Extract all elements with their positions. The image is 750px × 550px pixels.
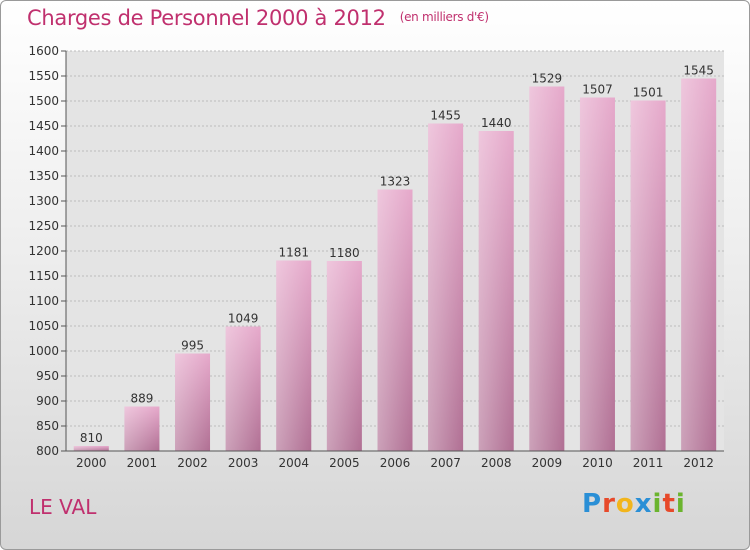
y-tick-label: 1500 bbox=[28, 94, 59, 108]
bar-highlight bbox=[175, 353, 211, 451]
y-tick-label: 1600 bbox=[28, 44, 59, 58]
y-axis: 800 850 900 950 1000 1050 1100 1150 1200 1250 1300… bbox=[28, 44, 67, 458]
bar-highlight bbox=[428, 123, 464, 451]
y-tick-label: 1050 bbox=[28, 319, 59, 333]
value-label: 1181 bbox=[278, 246, 309, 260]
value-label: 1507 bbox=[582, 83, 613, 97]
value-label: 995 bbox=[181, 339, 204, 353]
bar-highlight bbox=[326, 261, 362, 451]
value-label: 1180 bbox=[329, 246, 360, 260]
bar-highlight bbox=[73, 446, 109, 451]
bars: 810 889 995 1049 1181 1180 1323 1455 1440 1529 150… bbox=[73, 64, 717, 451]
y-tick-label: 1250 bbox=[28, 219, 59, 233]
y-tick-label: 1350 bbox=[28, 169, 59, 183]
x-axis: 2000 2001 2002 2003 2004 2005 2006 2007 2008 2009… bbox=[66, 450, 724, 470]
x-tick-label: 2005 bbox=[329, 456, 360, 470]
title-text: Charges de Personnel 2000 à 2012 bbox=[27, 6, 386, 30]
chart-title: Charges de Personnel 2000 à 2012 (en mill… bbox=[27, 6, 489, 30]
x-tick-label: 2001 bbox=[127, 456, 158, 470]
value-label: 1455 bbox=[430, 109, 461, 123]
logo-letter: i bbox=[652, 489, 663, 519]
proxiti-logo: Proxiti bbox=[582, 489, 686, 519]
x-tick-label: 2003 bbox=[228, 456, 259, 470]
x-tick-label: 2011 bbox=[633, 456, 664, 470]
x-tick-label: 2012 bbox=[683, 456, 714, 470]
y-tick-label: 850 bbox=[36, 419, 59, 433]
value-label: 1440 bbox=[481, 116, 512, 130]
bar-highlight bbox=[478, 131, 514, 451]
bar-highlight bbox=[529, 86, 565, 451]
y-tick-label: 1150 bbox=[28, 269, 59, 283]
logo-letter: t bbox=[662, 489, 676, 519]
y-tick-label: 1100 bbox=[28, 294, 59, 308]
value-label: 810 bbox=[80, 431, 103, 445]
bar-highlight bbox=[377, 189, 413, 451]
bar-highlight bbox=[225, 326, 261, 451]
x-tick-label: 2000 bbox=[76, 456, 107, 470]
logo-letter: i bbox=[675, 489, 686, 519]
x-tick-label: 2007 bbox=[430, 456, 461, 470]
logo-letter: x bbox=[634, 489, 653, 519]
x-tick-label: 2004 bbox=[278, 456, 309, 470]
place-name: LE VAL bbox=[29, 495, 97, 519]
y-tick-label: 950 bbox=[36, 369, 59, 383]
x-tick-label: 2009 bbox=[532, 456, 563, 470]
value-label: 1323 bbox=[380, 175, 411, 189]
y-tick-label: 1000 bbox=[28, 344, 59, 358]
chart-subtitle: (en milliers d'€) bbox=[399, 10, 489, 24]
y-tick-label: 1300 bbox=[28, 194, 59, 208]
bar-highlight bbox=[579, 97, 615, 451]
y-tick-label: 1200 bbox=[28, 244, 59, 258]
bar-highlight bbox=[681, 78, 717, 451]
x-tick-label: 2010 bbox=[582, 456, 613, 470]
y-tick-label: 1400 bbox=[28, 144, 59, 158]
bar-highlight bbox=[124, 406, 160, 451]
bar-highlight bbox=[630, 100, 666, 451]
value-label: 1049 bbox=[228, 312, 259, 326]
x-tick-label: 2008 bbox=[481, 456, 512, 470]
logo-letter: P bbox=[582, 489, 603, 519]
logo-letter: r bbox=[602, 489, 616, 519]
logo-letter: o bbox=[615, 489, 635, 519]
x-tick-label: 2006 bbox=[380, 456, 411, 470]
x-tick-label: 2002 bbox=[177, 456, 208, 470]
value-label: 1545 bbox=[683, 64, 714, 78]
y-tick-label: 1450 bbox=[28, 119, 59, 133]
value-label: 1529 bbox=[532, 72, 563, 86]
y-tick-label: 900 bbox=[36, 394, 59, 408]
value-label: 889 bbox=[130, 392, 153, 406]
value-label: 1501 bbox=[633, 86, 664, 100]
y-tick-label: 1550 bbox=[28, 69, 59, 83]
bar-highlight bbox=[276, 260, 312, 451]
y-tick-label: 800 bbox=[36, 444, 59, 458]
